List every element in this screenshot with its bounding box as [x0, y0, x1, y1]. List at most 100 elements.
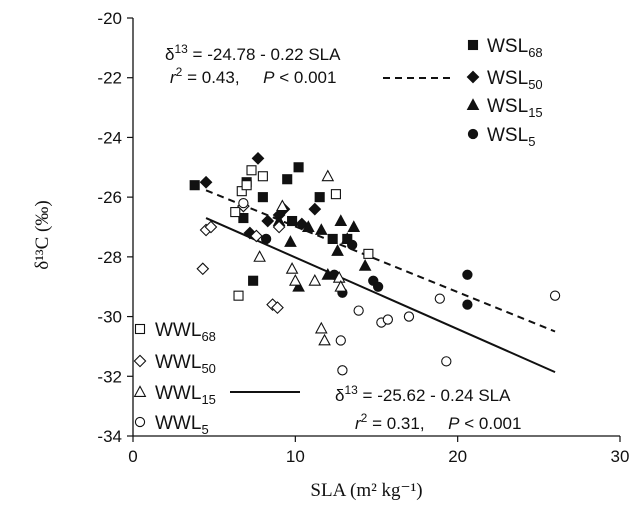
legend-wsl: WSL68 WSL50 WSL15 WSL5 [466, 36, 543, 149]
y-tick-label: -24 [97, 128, 122, 147]
data-point [257, 171, 268, 182]
data-point [353, 305, 364, 316]
regression-line-wsl [205, 189, 556, 333]
data-point [314, 192, 325, 203]
data-point [301, 220, 315, 232]
data-point [204, 220, 218, 234]
y-tick-label: -22 [97, 69, 122, 88]
axes: 0 10 20 30 -34 -32 -30 -28 -26 -24 -22 -20 SLA (m² k… [32, 9, 629, 501]
legend-marker [133, 385, 147, 397]
data-point [246, 165, 257, 176]
equation-text: δ13 = -24.78 - 0.22 SLA [165, 42, 341, 64]
data-point [284, 235, 297, 247]
data-point [249, 229, 263, 243]
legend-label: WWL5 [155, 413, 209, 437]
legend-label: WSL50 [487, 68, 543, 92]
equation-text: δ13 = -25.62 - 0.24 SLA [335, 383, 511, 405]
y-tick-label: -32 [97, 367, 122, 386]
data-point [282, 174, 293, 185]
legend-marker [467, 39, 479, 51]
data-point [549, 290, 561, 301]
data-point [253, 250, 266, 262]
y-tick-label: -34 [97, 427, 122, 446]
data-point [462, 299, 473, 310]
data-point [276, 199, 289, 212]
data-point [330, 189, 341, 200]
data-point [233, 290, 244, 301]
legend-label: WWL50 [155, 352, 216, 376]
data-point [260, 233, 272, 245]
data-point [308, 273, 322, 286]
regression-lines [205, 189, 556, 374]
y-tick-label: -28 [97, 248, 122, 267]
data-point [238, 197, 249, 209]
data-point [292, 279, 305, 292]
data-point [337, 365, 348, 376]
data-point [358, 259, 372, 271]
annotation-wwl: δ13 = -25.62 - 0.24 SLA r2 = 0.31, P < 0.… [230, 383, 521, 433]
data-point [314, 223, 328, 235]
data-point [335, 335, 346, 346]
data-point [271, 301, 284, 314]
y-tick-label: -20 [97, 9, 122, 28]
y-tick-label: -26 [97, 188, 122, 207]
data-point [347, 220, 361, 232]
data-point [238, 212, 249, 224]
series-wwl15 [253, 169, 348, 346]
legend-label: WWL15 [155, 383, 216, 407]
series-wwl68 [230, 165, 374, 301]
series-wwl5 [238, 197, 561, 376]
series-wsl15 [272, 214, 372, 292]
legend-marker [133, 354, 147, 368]
x-axis-title: SLA (m² kg⁻¹) [310, 480, 422, 501]
data-point [308, 202, 322, 216]
data-point [295, 217, 309, 231]
data-point [363, 248, 374, 259]
legend-label: WSL5 [487, 125, 535, 149]
data-point [241, 180, 252, 191]
data-point [251, 151, 265, 165]
data-point [346, 239, 358, 251]
data-point [403, 311, 415, 322]
series-wsl5 [260, 233, 473, 310]
data-point [287, 215, 298, 227]
legend-label: WSL15 [487, 96, 543, 120]
data-point [289, 273, 302, 286]
statistics-text: r2 = 0.31, P < 0.001 [355, 411, 521, 433]
legend-marker [466, 70, 480, 84]
data-point [314, 321, 328, 334]
data-point [189, 180, 200, 191]
data-point [248, 275, 259, 286]
data-point [462, 269, 473, 280]
data-point [434, 293, 445, 304]
data-point [261, 214, 275, 228]
legend-marker [467, 128, 479, 140]
data-point [382, 314, 394, 325]
data-point [318, 333, 331, 346]
x-tick-label: 20 [448, 447, 467, 466]
legend-marker [134, 323, 146, 335]
regression-line-wwl [205, 217, 556, 374]
data-point [372, 281, 384, 292]
data-point [196, 262, 210, 276]
statistics-text: r2 = 0.43, P < 0.001 [170, 65, 336, 87]
legend-label: WSL68 [487, 36, 543, 60]
data-point [257, 192, 268, 203]
data-point [272, 220, 286, 234]
x-tick-label: 10 [286, 447, 305, 466]
y-axis-title: δ¹³C (‰) [32, 200, 53, 269]
legend-marker [134, 416, 146, 428]
data-point [441, 356, 452, 367]
x-tick-label: 30 [611, 447, 630, 466]
data-points [189, 151, 561, 376]
data-point [230, 207, 241, 218]
data-point [334, 279, 348, 292]
data-point [293, 162, 304, 173]
data-point [331, 244, 344, 256]
x-tick-label: 0 [128, 447, 137, 466]
legend-marker [466, 98, 480, 110]
data-point [327, 233, 338, 244]
legend-wwl: WWL68 WWL50 WWL15 WWL5 [133, 320, 216, 437]
